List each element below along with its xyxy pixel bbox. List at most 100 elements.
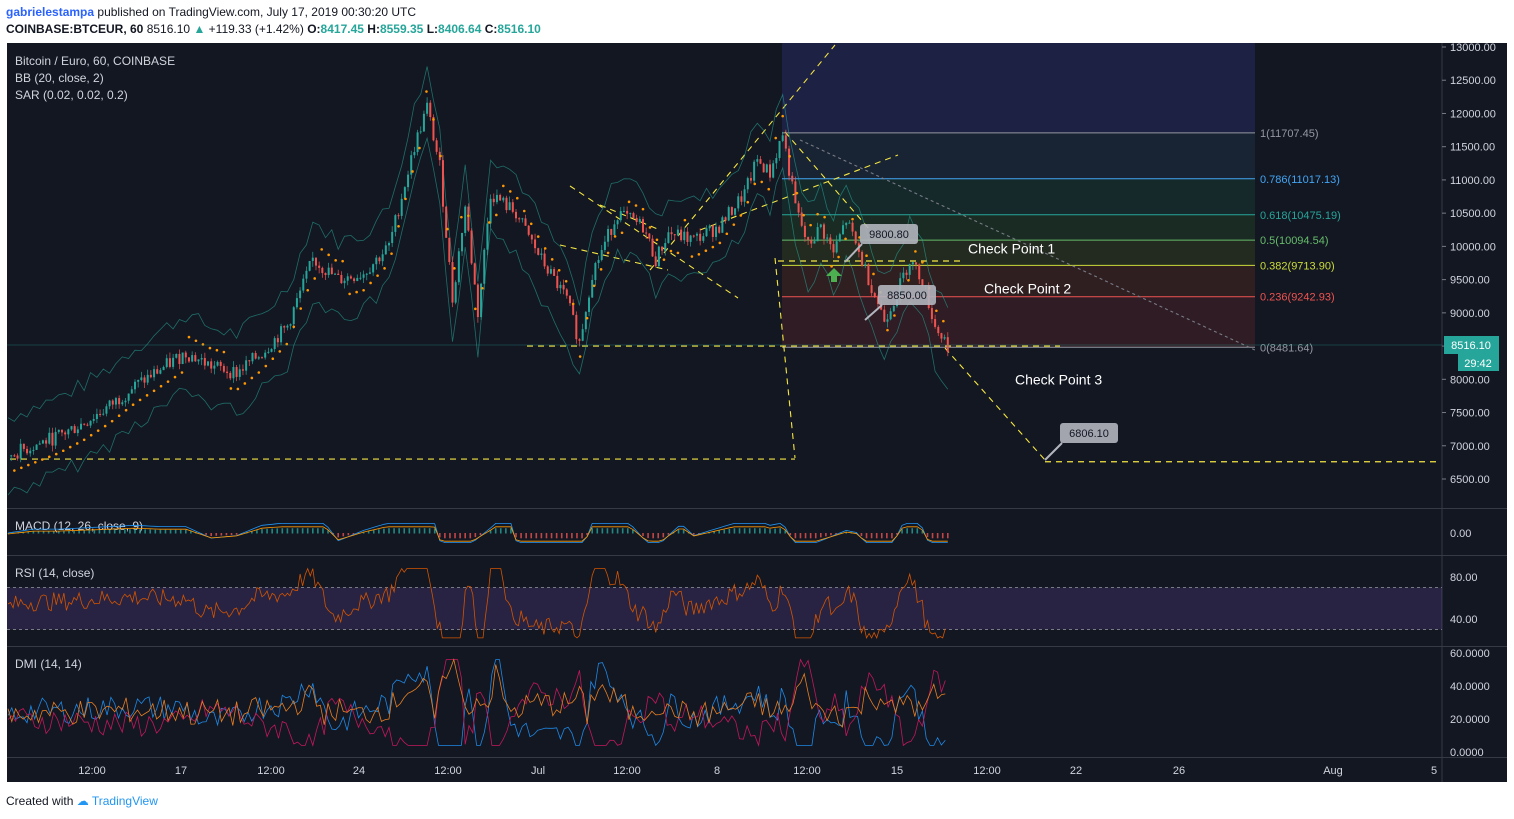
rsi-tick-label: 40.00 xyxy=(1450,614,1478,626)
macd-histogram-bar xyxy=(921,530,924,534)
macd-histogram-bar xyxy=(545,533,548,539)
time-tick-label: 8 xyxy=(714,765,720,777)
low-label: L: xyxy=(426,22,439,36)
candle xyxy=(375,257,378,265)
candle xyxy=(45,440,48,444)
macd-histogram-bar xyxy=(530,533,533,539)
macd-histogram-bar xyxy=(113,529,116,534)
macd-histogram-bar xyxy=(621,528,624,534)
macd-histogram-bar xyxy=(891,533,893,539)
dmi-title: DMI (14, 14) xyxy=(15,657,82,671)
candle xyxy=(470,230,473,264)
tradingview-link[interactable]: TradingView xyxy=(91,794,158,808)
high-label: H: xyxy=(367,22,380,36)
macd-histogram-bar xyxy=(301,528,304,534)
sar-dot xyxy=(404,197,407,201)
macd-histogram-bar xyxy=(896,533,898,535)
candle xyxy=(578,339,581,341)
sar-dot xyxy=(299,307,303,310)
macd-histogram-bar xyxy=(418,528,421,534)
candle xyxy=(397,215,400,217)
candle xyxy=(527,225,530,235)
candle xyxy=(372,264,375,273)
candle xyxy=(286,325,289,328)
candle xyxy=(86,424,89,426)
candle xyxy=(854,231,857,244)
candle xyxy=(762,163,765,173)
sar-dot xyxy=(68,445,72,449)
macd-histogram-bar xyxy=(941,533,944,539)
time-tick-label: 12:00 xyxy=(434,765,462,777)
up-triangle-icon: ▲ xyxy=(193,22,206,36)
candle xyxy=(883,309,886,322)
candle xyxy=(546,266,549,274)
candle xyxy=(35,444,38,450)
candle xyxy=(194,355,197,362)
sar-dot xyxy=(718,241,722,245)
macd-histogram-bar xyxy=(799,533,802,539)
macd-histogram-bar xyxy=(129,529,131,534)
sar-dot xyxy=(760,180,764,184)
macd-histogram-bar xyxy=(220,533,223,536)
macd-histogram-bar xyxy=(652,533,654,539)
candle xyxy=(905,272,908,275)
candle xyxy=(588,297,591,312)
macd-histogram-bar xyxy=(748,528,751,534)
candle xyxy=(64,432,67,435)
candle xyxy=(57,429,60,432)
candle xyxy=(778,140,781,159)
candle xyxy=(851,222,854,232)
close-value: 8516.10 xyxy=(497,22,541,36)
macd-histogram-bar xyxy=(408,528,411,534)
candle xyxy=(413,152,416,156)
candle xyxy=(457,251,460,283)
sar-dot xyxy=(264,364,268,368)
macd-histogram-bar xyxy=(647,533,649,539)
footer: Created with ☁ TradingView xyxy=(6,794,158,808)
candle xyxy=(645,232,648,234)
sar-dot xyxy=(788,155,791,158)
publish-line: gabrielestampa published on TradingView.… xyxy=(6,5,416,19)
macd-histogram-bar xyxy=(312,528,314,534)
macd-histogram-bar xyxy=(68,530,70,534)
candle xyxy=(937,326,940,334)
trend-line xyxy=(559,244,669,271)
candle xyxy=(92,419,95,421)
macd-histogram-bar xyxy=(154,529,157,534)
candle xyxy=(241,369,244,371)
candle xyxy=(324,273,327,275)
candle xyxy=(946,337,949,353)
candle xyxy=(340,274,343,284)
sar-dot xyxy=(383,267,386,270)
macd-histogram-bar xyxy=(947,533,949,539)
author-link[interactable]: gabrielestampa xyxy=(6,5,95,19)
macd-histogram-bar xyxy=(809,533,812,539)
candle xyxy=(305,270,308,279)
sar-dot xyxy=(96,429,100,432)
macd-histogram-bar xyxy=(733,528,736,534)
sar-dot xyxy=(362,288,365,292)
candle xyxy=(521,218,524,220)
rsi-line xyxy=(7,567,946,639)
sar-dot xyxy=(348,292,351,296)
candle xyxy=(140,377,143,380)
candle xyxy=(534,239,537,249)
macd-histogram-bar xyxy=(261,529,263,534)
macd-histogram-bar xyxy=(764,528,766,534)
candle xyxy=(781,135,784,141)
candle xyxy=(184,352,187,358)
macd-histogram-bar xyxy=(449,533,451,539)
sar-dot xyxy=(236,387,240,391)
candle xyxy=(400,198,403,216)
macd-histogram-bar xyxy=(479,533,482,536)
sar-dot xyxy=(75,442,79,445)
candle xyxy=(162,366,165,371)
fib-zone xyxy=(782,178,1255,215)
candle xyxy=(537,248,540,255)
check-point-label: Check Point 1 xyxy=(968,240,1055,256)
macd-histogram-bar xyxy=(703,532,705,534)
candle xyxy=(124,400,127,403)
candle xyxy=(238,369,241,377)
sar-dot xyxy=(599,268,603,271)
